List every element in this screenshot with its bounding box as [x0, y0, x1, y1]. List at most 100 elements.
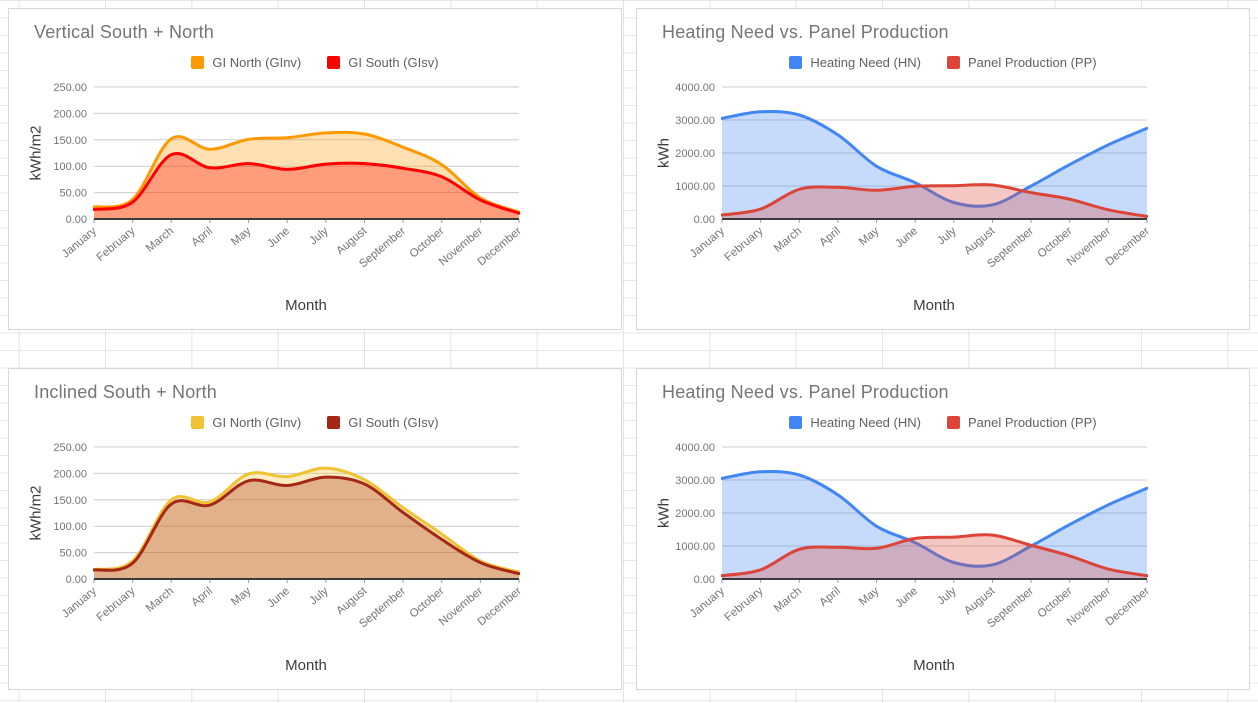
svg-text:June: June: [265, 225, 292, 250]
chart-title: Inclined South + North: [34, 382, 218, 402]
svg-text:June: June: [265, 585, 292, 610]
svg-text:February: February: [723, 585, 766, 624]
svg-text:May: May: [857, 585, 882, 608]
svg-text:1000.00: 1000.00: [675, 181, 715, 193]
y-axis-title: kWh/m2: [27, 485, 45, 541]
legend-item: GI North (GInv): [191, 55, 301, 70]
svg-text:July: July: [935, 225, 959, 247]
legend-item: Heating Need (HN): [789, 55, 921, 70]
svg-text:50.00: 50.00: [59, 188, 87, 200]
y-axis-title: kWh/m2: [27, 125, 45, 181]
chart-legend: Heating Need (HN) Panel Production (PP): [637, 55, 1249, 70]
legend-label: Panel Production (PP): [967, 55, 1097, 70]
chart-panel-heating-vs-panel-top[interactable]: 0.00 1000.00 2000.00 3000.00 4000.00 January F…: [636, 8, 1250, 330]
chart-legend: GI North (GInv) GI South (GIsv): [9, 415, 621, 430]
svg-text:June: June: [893, 225, 920, 250]
svg-text:August: August: [334, 225, 370, 258]
svg-text:1000.00: 1000.00: [675, 541, 715, 553]
legend-label: GI South (GIsv): [348, 55, 439, 70]
legend-swatch-gi-north: [191, 56, 205, 69]
svg-text:50.00: 50.00: [59, 548, 87, 560]
area-chart-plot: 0.00 1000.00 2000.00 3000.00 4000.00 JanuaryF…: [675, 442, 1152, 630]
svg-text:200.00: 200.00: [53, 468, 87, 480]
area-chart-plot: 0.00 50.00 100.00 150.00 200.00 250.00 January…: [53, 82, 524, 270]
svg-text:4000.00: 4000.00: [675, 442, 715, 454]
svg-text:2000.00: 2000.00: [675, 508, 715, 520]
svg-text:0.00: 0.00: [694, 214, 715, 226]
svg-text:April: April: [817, 225, 842, 249]
svg-text:0.00: 0.00: [66, 574, 87, 586]
area-chart-plot: 0.00 1000.00 2000.00 3000.00 4000.00 JanuaryF…: [675, 82, 1152, 270]
svg-text:200.00: 200.00: [53, 108, 87, 120]
x-axis-title: Month: [285, 657, 327, 674]
legend-label: GI South (GIsv): [348, 415, 439, 430]
svg-text:April: April: [189, 225, 214, 249]
legend-item: Panel Production (PP): [946, 415, 1097, 430]
legend-swatch-panel-production: [946, 56, 960, 69]
svg-text:100.00: 100.00: [53, 521, 87, 533]
svg-text:August: August: [962, 585, 998, 618]
svg-text:July: July: [935, 585, 959, 607]
svg-text:February: February: [723, 225, 766, 264]
svg-text:250.00: 250.00: [53, 82, 87, 94]
legend-label: Panel Production (PP): [967, 415, 1097, 430]
svg-text:April: April: [189, 585, 214, 609]
legend-swatch-heating-need: [789, 416, 803, 429]
legend-item: GI North (GInv): [191, 415, 301, 430]
chart-title: Heating Need vs. Panel Production: [662, 22, 949, 42]
svg-text:March: March: [144, 225, 176, 255]
svg-text:0.00: 0.00: [694, 574, 715, 586]
svg-text:August: August: [334, 585, 370, 618]
svg-text:250.00: 250.00: [53, 442, 87, 454]
legend-swatch-gi-south: [327, 56, 341, 69]
svg-text:May: May: [857, 225, 882, 248]
x-axis-title: Month: [913, 657, 955, 674]
chart-title: Vertical South + North: [34, 22, 214, 42]
legend-item: GI South (GIsv): [327, 55, 439, 70]
svg-text:January: January: [60, 225, 99, 261]
legend-swatch-panel-production: [946, 416, 960, 429]
y-axis-title: kWh: [655, 498, 673, 528]
svg-text:May: May: [229, 225, 254, 248]
svg-text:May: May: [229, 585, 254, 608]
y-axis-title: kWh: [655, 138, 673, 168]
svg-text:January: January: [688, 585, 727, 621]
svg-text:March: March: [772, 585, 804, 615]
svg-text:February: February: [95, 225, 138, 264]
x-axis-title: Month: [913, 297, 955, 314]
svg-text:3000.00: 3000.00: [675, 475, 715, 487]
svg-text:March: March: [772, 225, 804, 255]
svg-text:4000.00: 4000.00: [675, 82, 715, 94]
chart-title: Heating Need vs. Panel Production: [662, 382, 949, 402]
svg-text:March: March: [144, 585, 176, 615]
chart-legend: Heating Need (HN) Panel Production (PP): [637, 415, 1249, 430]
svg-text:June: June: [893, 585, 920, 610]
chart-legend: GI North (GInv) GI South (GIsv): [9, 55, 621, 70]
legend-label: Heating Need (HN): [810, 415, 921, 430]
chart-panel-heating-vs-panel-bottom[interactable]: 0.00 1000.00 2000.00 3000.00 4000.00 January F…: [636, 368, 1250, 690]
svg-text:2000.00: 2000.00: [675, 148, 715, 160]
legend-swatch-gi-south: [327, 416, 341, 429]
svg-text:August: August: [962, 225, 998, 258]
x-axis-title: Month: [285, 297, 327, 314]
svg-text:0.00: 0.00: [66, 214, 87, 226]
legend-item: Heating Need (HN): [789, 415, 921, 430]
legend-item: GI South (GIsv): [327, 415, 439, 430]
svg-text:150.00: 150.00: [53, 495, 87, 507]
svg-text:February: February: [95, 585, 138, 624]
legend-label: GI North (GInv): [212, 415, 302, 430]
svg-text:January: January: [688, 225, 727, 261]
area-chart-plot: 0.00 50.00 100.00 150.00 200.00 250.00 January…: [53, 442, 524, 630]
chart-panel-vertical-south-north[interactable]: 0.00 50.00 100.00 150.00 200.00 250.00 January…: [8, 8, 622, 330]
svg-text:July: July: [307, 225, 331, 247]
svg-text:January: January: [60, 585, 99, 621]
chart-panel-inclined-south-north[interactable]: 0.00 50.00 100.00 150.00 200.00 250.00 January…: [8, 368, 622, 690]
legend-swatch-heating-need: [789, 56, 803, 69]
svg-text:July: July: [307, 585, 331, 607]
svg-text:100.00: 100.00: [53, 161, 87, 173]
svg-text:150.00: 150.00: [53, 135, 87, 147]
legend-label: Heating Need (HN): [810, 55, 921, 70]
svg-text:April: April: [817, 585, 842, 609]
legend-item: Panel Production (PP): [946, 55, 1097, 70]
legend-label: GI North (GInv): [212, 55, 302, 70]
